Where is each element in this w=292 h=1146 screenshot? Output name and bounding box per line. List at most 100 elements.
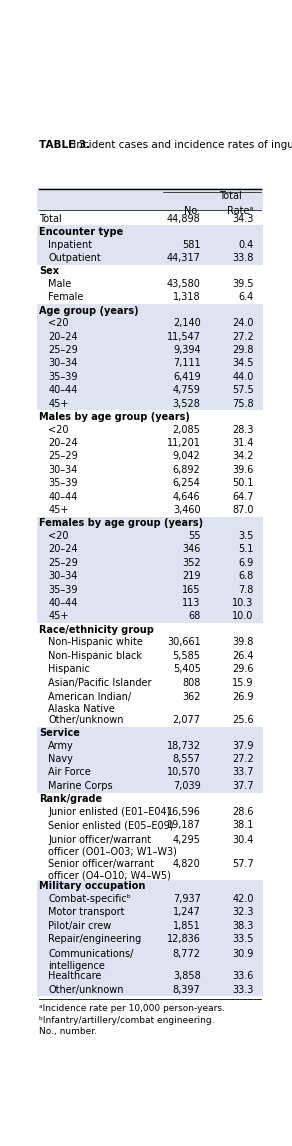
Text: Non-Hispanic black: Non-Hispanic black	[48, 651, 142, 661]
Text: 30.9: 30.9	[232, 949, 254, 958]
Text: 10.3: 10.3	[232, 598, 254, 609]
Text: 30,661: 30,661	[167, 637, 201, 647]
Text: 3,858: 3,858	[173, 971, 201, 981]
Text: 0.4: 0.4	[239, 240, 254, 250]
Text: 27.2: 27.2	[232, 754, 254, 764]
Text: 25–29: 25–29	[48, 452, 78, 462]
Text: 45+: 45+	[48, 611, 69, 621]
Text: Males by age group (years): Males by age group (years)	[39, 411, 190, 422]
Bar	[36, 970, 263, 983]
Text: 30–34: 30–34	[48, 465, 78, 474]
Text: 42.0: 42.0	[232, 894, 254, 904]
Bar	[36, 583, 263, 596]
Text: 44.0: 44.0	[232, 371, 254, 382]
Text: 346: 346	[182, 544, 201, 555]
Text: Marine Corps: Marine Corps	[48, 780, 113, 791]
Text: Incident cases and incidence rates of inguinal hernia, active component, U.S. Ar: Incident cases and incidence rates of in…	[70, 140, 292, 150]
Text: 40–44: 40–44	[48, 492, 78, 502]
Text: 7.8: 7.8	[238, 584, 254, 595]
Text: 20–24: 20–24	[48, 438, 78, 448]
Text: <20: <20	[48, 531, 69, 541]
Text: 4,646: 4,646	[173, 492, 201, 502]
Text: Pilot/air crew: Pilot/air crew	[48, 920, 112, 931]
Text: 2,140: 2,140	[173, 319, 201, 328]
Text: 39.5: 39.5	[232, 278, 254, 289]
Bar	[36, 766, 263, 779]
Text: 8,772: 8,772	[173, 949, 201, 958]
Bar	[36, 304, 263, 316]
Text: 35–39: 35–39	[48, 371, 78, 382]
Text: 6.8: 6.8	[239, 571, 254, 581]
Text: No., number.: No., number.	[39, 1027, 97, 1036]
Text: 16,596: 16,596	[167, 807, 201, 817]
Text: 352: 352	[182, 558, 201, 567]
Text: 362: 362	[182, 692, 201, 702]
Text: 10.0: 10.0	[232, 611, 254, 621]
Text: 12,836: 12,836	[167, 934, 201, 944]
Text: Other/unknown: Other/unknown	[48, 715, 124, 724]
Text: Male: Male	[48, 278, 72, 289]
Bar	[36, 251, 263, 265]
Text: 28.6: 28.6	[232, 807, 254, 817]
Text: Inpatient: Inpatient	[48, 240, 92, 250]
Text: 34.2: 34.2	[232, 452, 254, 462]
Text: 24.0: 24.0	[232, 319, 254, 328]
Text: 6.4: 6.4	[239, 292, 254, 303]
Text: 31.4: 31.4	[232, 438, 254, 448]
Text: Senior officer/warrant
officer (O4–O10; W4–W5): Senior officer/warrant officer (O4–O10; …	[48, 858, 171, 880]
Text: Other/unknown: Other/unknown	[48, 984, 124, 995]
Text: 8,557: 8,557	[173, 754, 201, 764]
Text: 15.9: 15.9	[232, 677, 254, 688]
Text: 39.6: 39.6	[232, 465, 254, 474]
Text: 4,295: 4,295	[173, 834, 201, 845]
Text: 30–34: 30–34	[48, 359, 78, 368]
Text: 40–44: 40–44	[48, 385, 78, 395]
Text: 45+: 45+	[48, 399, 69, 409]
Bar	[36, 188, 263, 211]
Text: 64.7: 64.7	[232, 492, 254, 502]
Text: Navy: Navy	[48, 754, 73, 764]
Text: TABLE 3.: TABLE 3.	[39, 140, 90, 150]
Text: 113: 113	[182, 598, 201, 609]
Text: Junior officer/warrant
officer (O01–O03; W1–W3): Junior officer/warrant officer (O01–O03;…	[48, 834, 177, 857]
Text: 1,247: 1,247	[173, 908, 201, 917]
Text: 7,111: 7,111	[173, 359, 201, 368]
Text: 43,580: 43,580	[167, 278, 201, 289]
Text: 6,254: 6,254	[173, 478, 201, 488]
Bar	[36, 344, 263, 356]
Text: Total: Total	[219, 191, 242, 201]
Text: Females by age group (years): Females by age group (years)	[39, 518, 203, 528]
Text: 26.9: 26.9	[232, 692, 254, 702]
Text: 33.7: 33.7	[232, 768, 254, 777]
Bar	[36, 779, 263, 793]
Text: Asian/Pacific Islander: Asian/Pacific Islander	[48, 677, 152, 688]
Text: 20–24: 20–24	[48, 544, 78, 555]
Text: 3.5: 3.5	[238, 531, 254, 541]
Bar	[36, 370, 263, 384]
Bar	[36, 905, 263, 919]
Text: 35–39: 35–39	[48, 584, 78, 595]
Text: 32.3: 32.3	[232, 908, 254, 917]
Text: 219: 219	[182, 571, 201, 581]
Text: 2,085: 2,085	[173, 424, 201, 434]
Bar	[36, 316, 263, 330]
Text: <20: <20	[48, 424, 69, 434]
Text: 9,394: 9,394	[173, 345, 201, 355]
Text: 11,547: 11,547	[166, 331, 201, 342]
Text: 25–29: 25–29	[48, 558, 78, 567]
Text: 6,419: 6,419	[173, 371, 201, 382]
Text: 808: 808	[182, 677, 201, 688]
Text: 581: 581	[182, 240, 201, 250]
Text: Total: Total	[39, 213, 62, 223]
Text: 9,042: 9,042	[173, 452, 201, 462]
Text: Healthcare: Healthcare	[48, 971, 102, 981]
Bar	[36, 892, 263, 905]
Bar	[36, 356, 263, 370]
Text: Junior enlisted (E01–E04): Junior enlisted (E01–E04)	[48, 807, 171, 817]
Text: No.: No.	[185, 206, 201, 215]
Text: 28.3: 28.3	[232, 424, 254, 434]
Text: 29.8: 29.8	[232, 345, 254, 355]
Bar	[36, 739, 263, 753]
Text: 44,317: 44,317	[167, 253, 201, 262]
Text: 7,039: 7,039	[173, 780, 201, 791]
